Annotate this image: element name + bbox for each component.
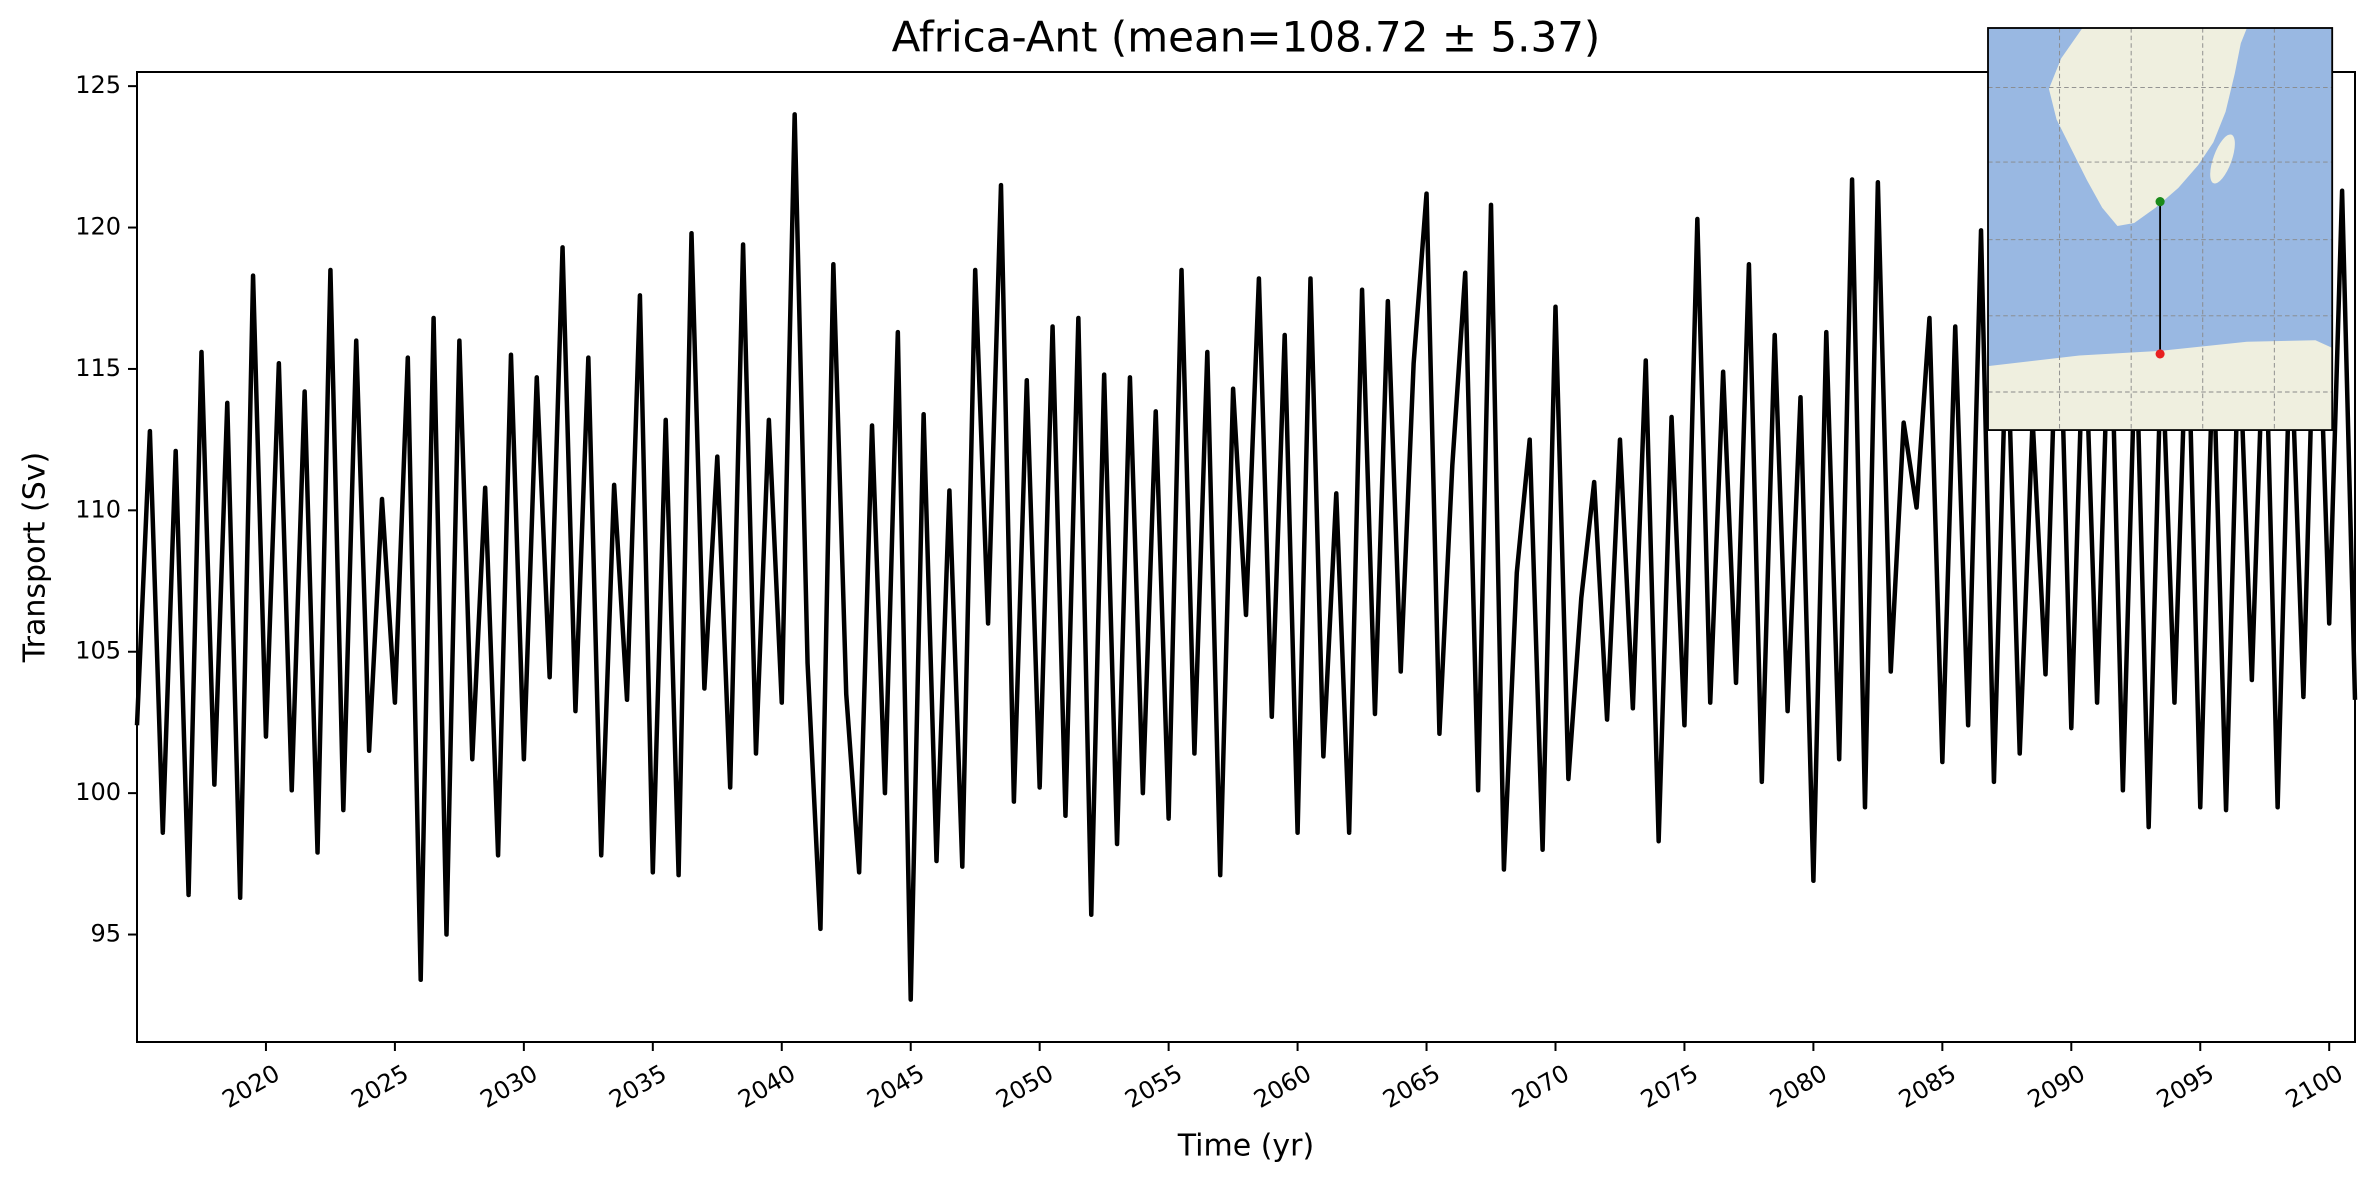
x-tick-label: 2075	[1636, 1059, 1703, 1114]
y-tick-label: 100	[75, 778, 121, 806]
africa	[2048, 28, 2247, 226]
y-tick-label: 110	[75, 495, 121, 523]
antarctica	[1988, 340, 2333, 431]
x-tick-label: 2020	[218, 1059, 285, 1114]
x-tick-label: 2025	[347, 1059, 414, 1114]
y-tick-label: 105	[75, 637, 121, 665]
start-point	[2155, 197, 2165, 207]
y-tick-label: 120	[75, 213, 121, 241]
x-tick-label: 2070	[1507, 1059, 1574, 1114]
axes-frame	[136, 71, 2356, 1043]
x-tick-label: 2080	[1765, 1059, 1832, 1114]
data-line	[134, 112, 2358, 1002]
madagascar	[2210, 134, 2235, 184]
inset-frame	[1987, 27, 2334, 431]
x-tick-label: 2040	[733, 1059, 800, 1114]
x-tick-label: 2060	[1249, 1059, 1316, 1114]
x-tick-label: 2035	[604, 1059, 671, 1114]
end-point	[2155, 349, 2165, 359]
x-tick-label: 2100	[2281, 1059, 2348, 1114]
y-tick-label: 125	[75, 71, 121, 99]
y-tick-label: 95	[90, 920, 121, 948]
x-tick-label: 2045	[862, 1059, 929, 1114]
x-axis-label: Time (yr)	[1177, 1129, 1314, 1164]
inset-map	[1987, 27, 2334, 431]
x-tick-label: 2050	[991, 1059, 1058, 1114]
y-axis-label: Transport (Sv)	[18, 452, 53, 664]
x-tick-label: 2030	[475, 1059, 542, 1114]
chart-title: Africa-Ant (mean=108.72 ± 5.37)	[892, 13, 1601, 62]
x-tick-label: 2090	[2023, 1059, 2090, 1114]
x-tick-label: 2065	[1378, 1059, 1445, 1114]
y-tick-label: 115	[75, 354, 121, 382]
x-tick-label: 2085	[1894, 1059, 1961, 1114]
x-tick-label: 2095	[2152, 1059, 2219, 1114]
x-tick-label: 2055	[1120, 1059, 1187, 1114]
